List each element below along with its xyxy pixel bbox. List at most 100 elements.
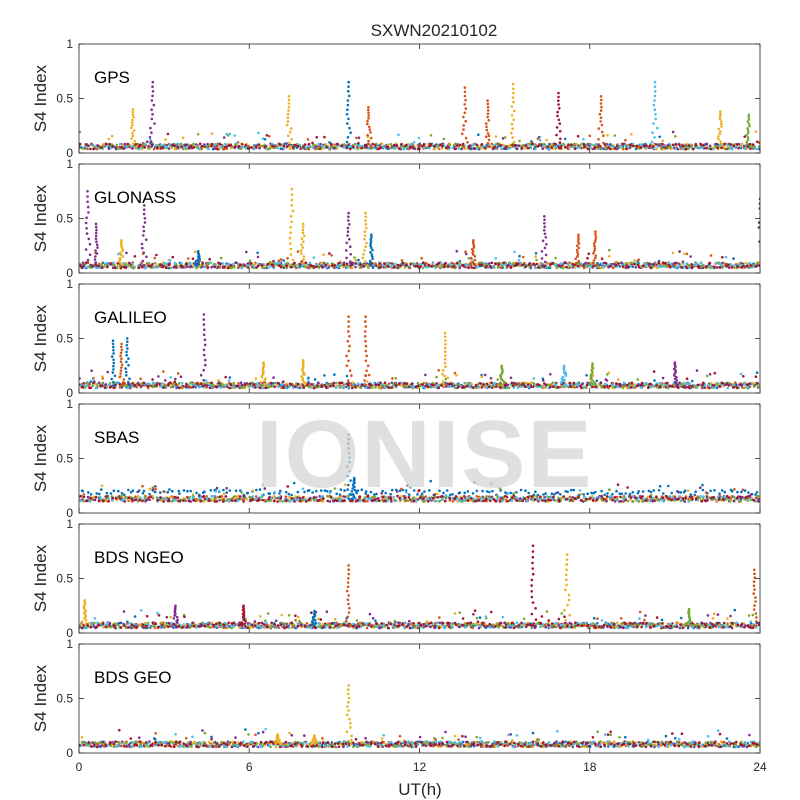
peak-point: [149, 140, 153, 144]
data-point: [267, 134, 271, 138]
data-point: [641, 490, 645, 493]
data-point: [735, 143, 739, 146]
data-point: [221, 262, 225, 265]
data-point: [100, 146, 103, 149]
data-point: [687, 147, 690, 151]
peak-point: [346, 379, 350, 382]
data-point: [488, 262, 491, 265]
data-point: [377, 386, 381, 389]
data-point: [240, 266, 243, 270]
data-point: [254, 495, 258, 498]
data-point: [442, 137, 446, 141]
data-point: [650, 262, 653, 266]
data-point: [123, 493, 126, 497]
data-point: [313, 378, 317, 381]
data-point: [154, 143, 158, 147]
data-point: [494, 147, 498, 151]
data-point: [357, 258, 360, 262]
peak-point: [462, 128, 465, 131]
peak-point: [86, 200, 89, 204]
peak-point: [288, 236, 292, 240]
data-point: [431, 381, 435, 385]
data-point: [731, 383, 735, 386]
data-point: [386, 264, 389, 268]
data-point: [337, 144, 341, 148]
data-point: [625, 147, 628, 151]
peak-point: [444, 365, 447, 369]
peak-point: [464, 98, 467, 102]
data-point: [566, 490, 569, 494]
peak-point: [300, 252, 303, 255]
peak-point: [363, 234, 367, 237]
data-point: [105, 265, 109, 269]
peak-point: [202, 333, 206, 337]
data-point: [342, 383, 346, 386]
data-point: [278, 143, 282, 146]
data-point: [142, 489, 146, 493]
data-point: [566, 147, 569, 150]
data-point: [463, 491, 467, 495]
peak-point: [500, 364, 504, 368]
data-point: [229, 264, 233, 267]
data-point: [339, 488, 343, 492]
data-point: [203, 145, 206, 148]
y-tick-label: 1: [66, 277, 73, 291]
data-point: [690, 144, 694, 147]
data-point: [594, 142, 598, 146]
data-point: [369, 490, 373, 494]
peak-point: [148, 136, 152, 139]
peak-point: [349, 264, 352, 267]
peak-point: [512, 91, 515, 95]
peak-point: [126, 340, 129, 344]
data-point: [226, 266, 230, 270]
data-point: [740, 142, 744, 146]
data-point: [286, 257, 289, 260]
peak-point: [599, 116, 603, 120]
data-point: [593, 146, 597, 149]
data-point: [198, 385, 201, 388]
peak-point: [345, 256, 348, 260]
data-point: [624, 138, 627, 142]
data-point: [86, 261, 90, 265]
peak-point: [131, 113, 135, 116]
peak-point: [86, 205, 90, 209]
data-point: [570, 383, 574, 386]
data-point: [357, 261, 360, 265]
figure-title: SXWN20210102: [371, 21, 498, 40]
peak-point: [120, 366, 123, 369]
data-point: [684, 147, 688, 151]
data-point: [144, 142, 147, 146]
peak-point: [196, 249, 200, 253]
data-point: [492, 265, 495, 269]
peak-point: [369, 251, 372, 254]
data-point: [548, 383, 552, 387]
data-point: [419, 265, 422, 268]
data-point: [485, 490, 489, 493]
peak-point: [576, 240, 580, 243]
data-point: [219, 256, 223, 260]
data-point: [723, 142, 726, 146]
peak-point: [366, 133, 369, 137]
data-point: [243, 385, 247, 389]
data-point: [637, 265, 641, 269]
peak-point: [112, 349, 115, 352]
data-point: [573, 142, 576, 146]
data-point: [250, 381, 254, 385]
data-point: [388, 146, 392, 150]
peak-point: [111, 339, 115, 343]
data-point: [642, 262, 646, 265]
data-point: [705, 374, 709, 378]
data-point: [567, 143, 570, 147]
peak-point: [561, 379, 564, 383]
data-point: [249, 382, 252, 386]
peak-point: [558, 129, 562, 133]
peak-point: [287, 105, 291, 109]
data-point: [640, 381, 644, 385]
data-point: [530, 381, 533, 385]
data-point: [429, 134, 433, 137]
y-tick-label: 0: [66, 386, 73, 400]
data-point: [655, 263, 658, 267]
data-point: [201, 265, 204, 268]
data-point: [370, 386, 373, 390]
data-point: [554, 383, 558, 387]
